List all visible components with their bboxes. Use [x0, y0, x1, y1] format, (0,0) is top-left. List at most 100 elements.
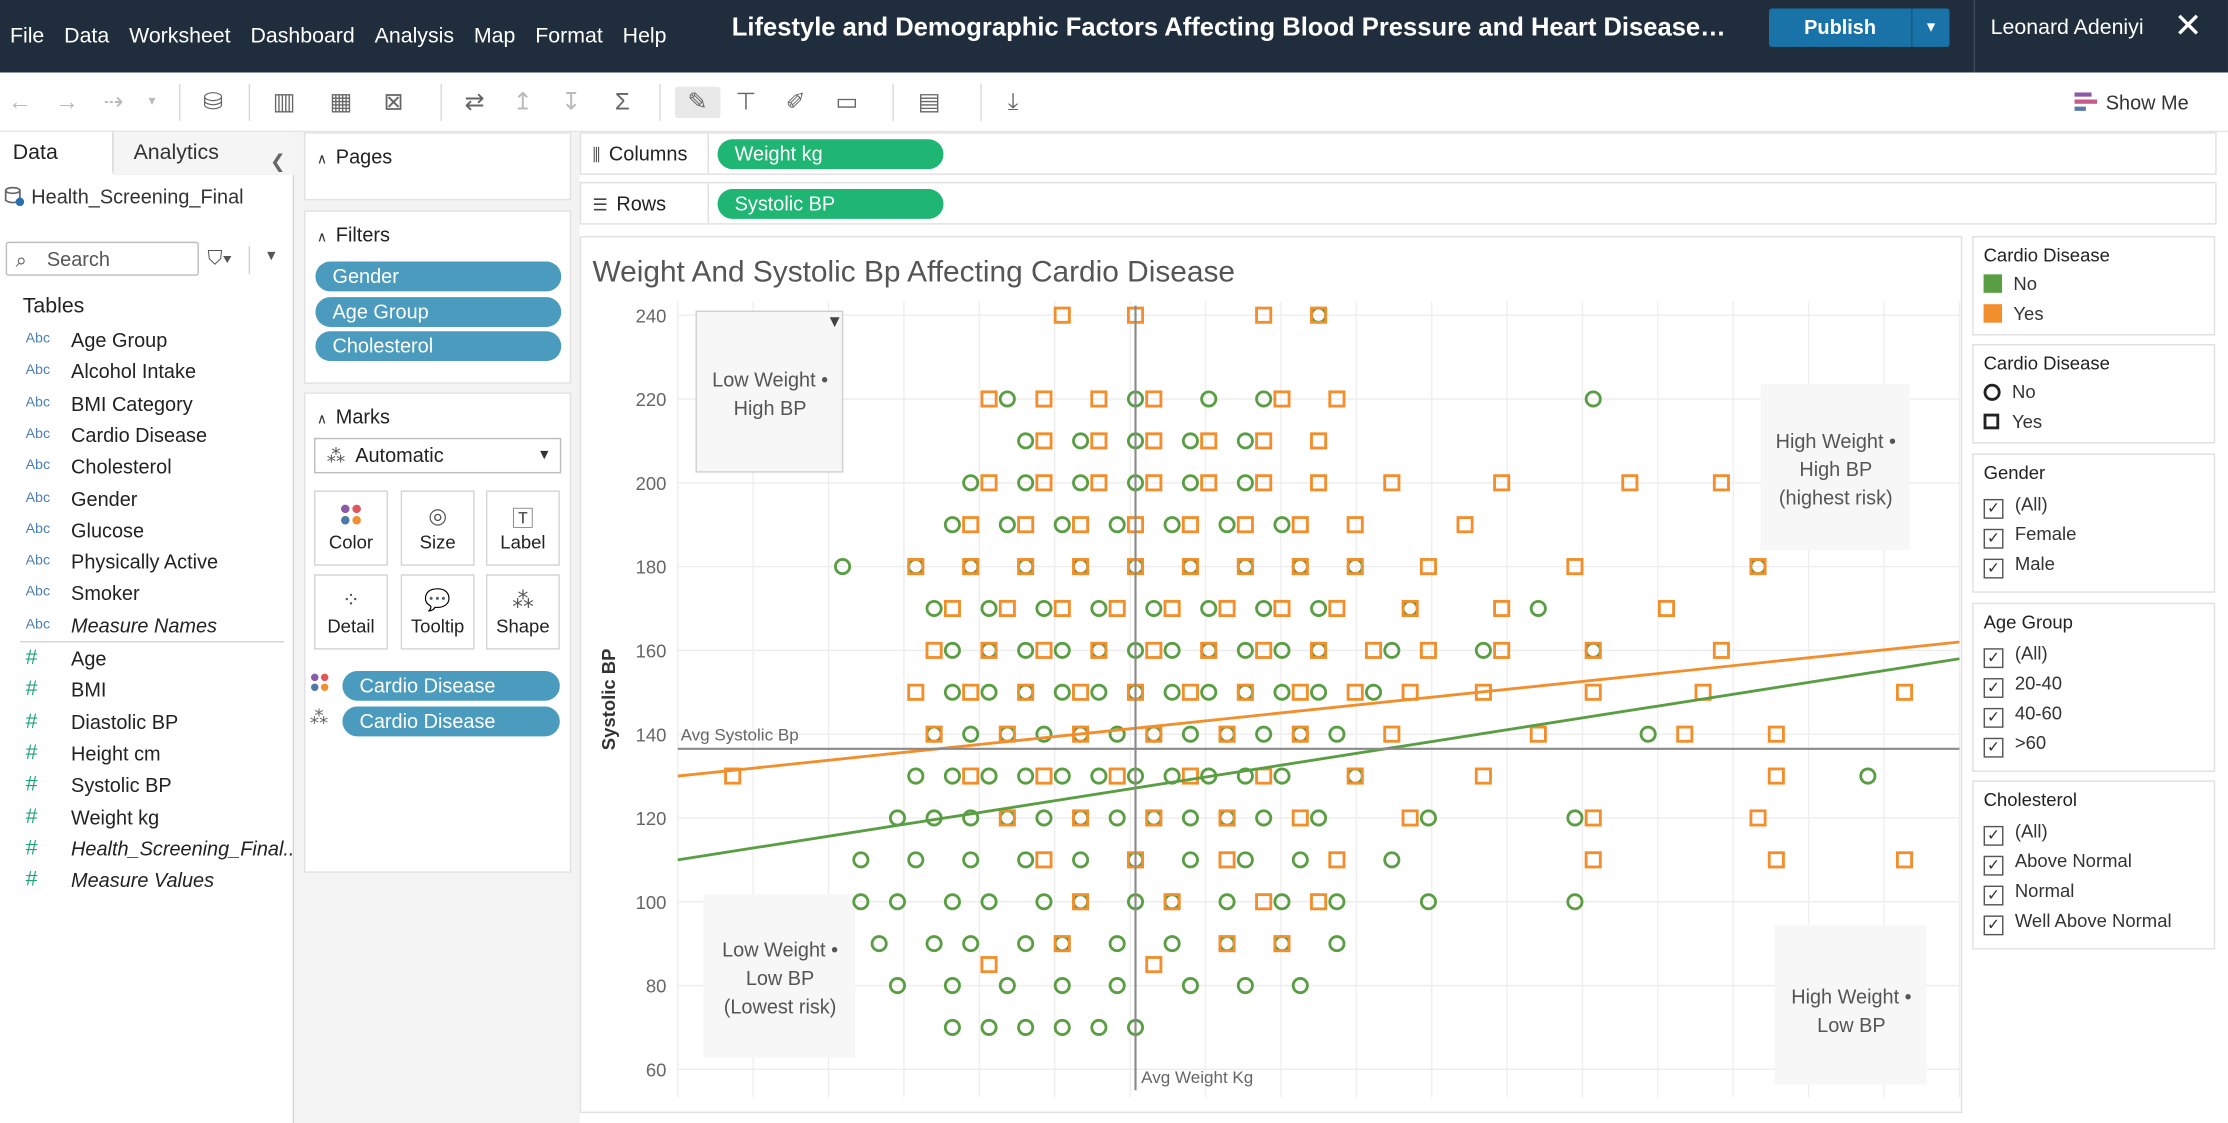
sort-ascending-icon[interactable]: ↥	[512, 88, 534, 116]
checkbox-checked-icon[interactable]: ✓	[1983, 498, 2004, 519]
field-physically-active[interactable]: Abc Physically Active	[0, 547, 294, 578]
field-gender[interactable]: Abc Gender	[0, 484, 294, 515]
clear-sheet-icon[interactable]: ⊠	[383, 88, 404, 116]
field-measure-values[interactable]: # Measure Values	[0, 866, 294, 897]
field-name[interactable]: Glucose	[71, 518, 145, 542]
cholesterol-option-label[interactable]: Well Above Normal	[2014, 909, 2172, 932]
checkbox-checked-icon[interactable]: ✓	[1983, 678, 2004, 698]
detail-button[interactable]: ⁘ Detail	[314, 574, 388, 650]
field-name[interactable]: Gender	[71, 486, 138, 510]
menu-worksheet[interactable]: Worksheet	[129, 24, 231, 49]
color-label[interactable]: Color	[328, 531, 374, 553]
legend-shape-yes[interactable]: Yes	[1983, 410, 2043, 439]
duplicate-sheet-icon[interactable]: ▦	[329, 88, 353, 116]
menu-format[interactable]: Format	[535, 24, 603, 49]
age-group-option[interactable]: ✓ (All)	[1983, 642, 2048, 671]
gender-option-label[interactable]: (All)	[2014, 493, 2048, 515]
field-cholesterol[interactable]: Abc Cholesterol	[0, 452, 294, 483]
field-name[interactable]: Diastolic BP	[71, 710, 179, 733]
columns-shelf[interactable]: ⫼ Columns Weight kg	[579, 132, 2217, 175]
field-name[interactable]: BMI Category	[71, 391, 193, 415]
cholesterol-option[interactable]: ✓ Normal	[1983, 880, 2074, 908]
mark-type-value[interactable]: Automatic	[355, 443, 444, 467]
legend-item-no[interactable]: No	[1983, 272, 2038, 301]
filter-icon[interactable]: ⛉▾	[207, 245, 233, 269]
field-age[interactable]: # Age	[0, 644, 294, 675]
field-name[interactable]: Systolic BP	[71, 773, 172, 797]
field-systolic-bp[interactable]: # Systolic BP	[0, 771, 294, 802]
checkbox-checked-icon[interactable]: ✓	[1983, 707, 2004, 728]
checkbox-checked-icon[interactable]: ✓	[1983, 885, 2004, 906]
publish-dropdown-icon[interactable]: ▼	[1911, 8, 1949, 47]
filter-pill-age-group[interactable]: Age Group	[315, 297, 562, 327]
menu-map[interactable]: Map	[473, 24, 516, 49]
field-bmi-category[interactable]: Abc BMI Category	[0, 389, 294, 420]
field-name[interactable]: Smoker	[71, 581, 140, 605]
field-height-cm[interactable]: # Height cm	[0, 739, 294, 770]
checkbox-checked-icon[interactable]: ✓	[1983, 855, 2004, 876]
fit-icon[interactable]: ▭	[835, 88, 859, 116]
field-name[interactable]: Cholesterol	[71, 455, 172, 478]
field-diastolic-bp[interactable]: # Diastolic BP	[0, 707, 294, 738]
gender-option[interactable]: ✓ (All)	[1983, 493, 2048, 521]
legend-shape-label-yes[interactable]: Yes	[2011, 410, 2043, 433]
age-group-option-label[interactable]: (All)	[2014, 642, 2048, 664]
cholesterol-option[interactable]: ✓ Above Normal	[1983, 850, 2132, 878]
replay-icon[interactable]: ⇢	[103, 88, 124, 116]
field-bmi[interactable]: # BMI	[0, 676, 294, 707]
field-name[interactable]: Age	[71, 646, 107, 670]
shape-pill-cardio-disease[interactable]: Cardio Disease	[342, 706, 560, 737]
user-name[interactable]: Leonard Adeniyi	[1990, 15, 2144, 40]
mark-type-select[interactable]: ⁂ Automatic ▼	[314, 437, 562, 474]
age-group-option-label[interactable]: 20-40	[2014, 672, 2063, 694]
presentation-icon[interactable]: ▤	[917, 88, 941, 116]
gender-option[interactable]: ✓ Male	[1983, 553, 2055, 581]
format-icon[interactable]: ✐	[785, 88, 806, 116]
new-worksheet-icon[interactable]: ▥	[272, 88, 296, 116]
menu-help[interactable]: Help	[622, 24, 667, 49]
pages-card[interactable]: ∧ Pages	[304, 132, 572, 201]
show-labels-icon[interactable]: ⊤	[735, 88, 757, 116]
field-name[interactable]: Height cm	[71, 741, 161, 765]
menu-file[interactable]: File	[9, 24, 45, 49]
detail-label[interactable]: Detail	[327, 615, 375, 637]
field-name[interactable]: Measure Names	[71, 613, 217, 637]
field-measure-names[interactable]: Abc Measure Names	[0, 611, 294, 642]
shape-label[interactable]: Shape	[496, 615, 550, 637]
field-cardio-disease[interactable]: Abc Cardio Disease	[0, 421, 294, 452]
filter-pill-cholesterol[interactable]: Cholesterol	[315, 331, 562, 362]
legend-label-no[interactable]: No	[2013, 272, 2038, 295]
tab-analytics[interactable]: Analytics ❮	[113, 132, 295, 175]
legend-shape-label-no[interactable]: No	[2011, 380, 2036, 403]
chevron-down-icon[interactable]: ▼	[537, 447, 552, 464]
totals-icon[interactable]: Σ	[614, 88, 630, 116]
age-group-option[interactable]: ✓ >60	[1983, 732, 2046, 760]
chevron-up-icon[interactable]: ∧	[316, 152, 328, 168]
field-health-screening-final[interactable]: # Health_Screening_Final...	[0, 834, 300, 865]
color-pill-cardio-disease[interactable]: Cardio Disease	[342, 670, 560, 701]
highlight-icon[interactable]: ✎	[674, 86, 721, 118]
checkbox-checked-icon[interactable]: ✓	[1983, 528, 2004, 549]
gender-option[interactable]: ✓ Female	[1983, 523, 2076, 551]
redo-icon[interactable]: →	[54, 88, 79, 116]
search-input[interactable]: ⌕ Search	[5, 241, 199, 276]
field-weight-kg[interactable]: # Weight kg	[0, 802, 294, 833]
field-alcohol-intake[interactable]: Abc Alcohol Intake	[0, 357, 294, 388]
sort-descending-icon[interactable]: ↧	[561, 88, 582, 116]
cholesterol-option[interactable]: ✓ (All)	[1983, 820, 2048, 848]
menu-dashboard[interactable]: Dashboard	[250, 24, 355, 49]
new-datasource-icon[interactable]: ⛁	[203, 88, 224, 116]
filter-pill-gender[interactable]: Gender	[315, 261, 562, 292]
undo-icon[interactable]: ←	[7, 88, 32, 116]
chevron-up-icon[interactable]: ∧	[316, 412, 328, 428]
legend-label-yes[interactable]: Yes	[2013, 302, 2044, 325]
field-name[interactable]: Weight kg	[71, 805, 160, 829]
menu-analysis[interactable]: Analysis	[374, 24, 455, 49]
field-name[interactable]: BMI	[71, 678, 107, 702]
label-label[interactable]: Label	[500, 531, 546, 553]
columns-pill-weight[interactable]: Weight kg	[717, 139, 944, 170]
shape-button[interactable]: ⁂ Shape	[485, 574, 560, 650]
datasource[interactable]: Health_Screening_Final	[4, 185, 244, 208]
tooltip-button[interactable]: 💬 Tooltip	[400, 574, 475, 650]
field-name[interactable]: Physically Active	[71, 550, 219, 573]
